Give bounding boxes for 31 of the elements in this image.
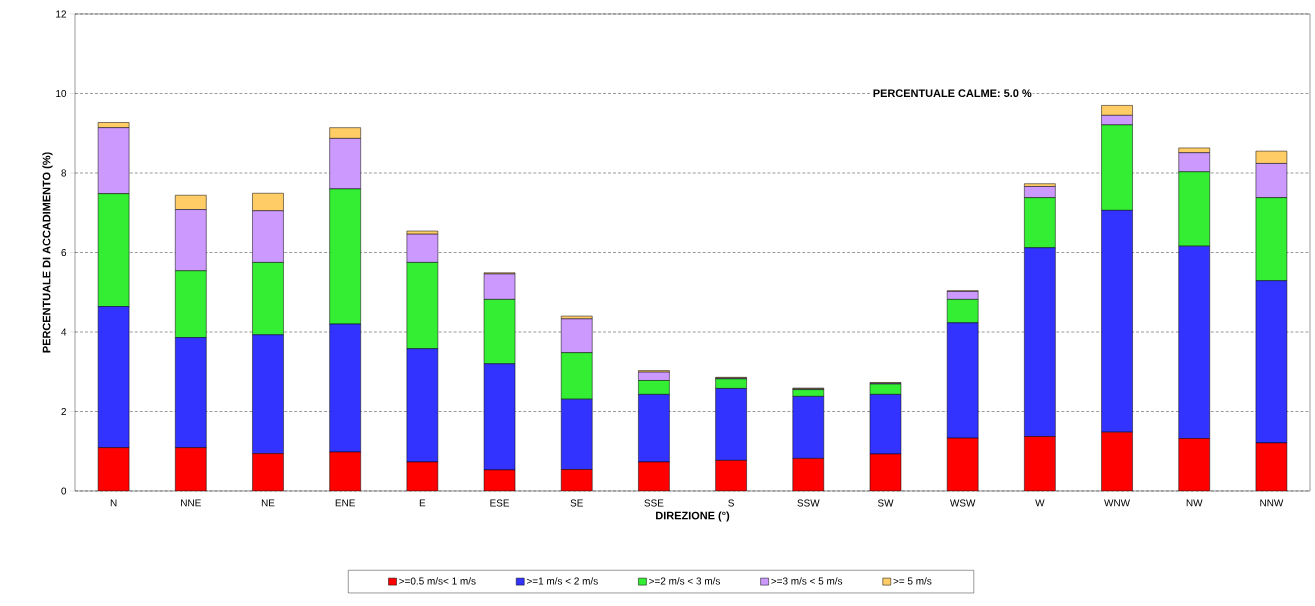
x-tick-label: N — [110, 499, 117, 507]
x-tick-label: ESE — [490, 499, 510, 507]
legend-label: >=0.5 m/s< 1 m/s — [399, 577, 476, 585]
legend-label: >= 5 m/s — [893, 577, 932, 585]
x-tick-label: SE — [570, 499, 583, 507]
y-tick-label: 8 — [61, 169, 67, 177]
x-tick-label: S — [728, 499, 734, 507]
x-tick-label: NE — [261, 499, 275, 507]
x-tick-label: ENE — [335, 499, 355, 507]
x-tick-label: NNE — [181, 499, 201, 507]
y-tick-label: 2 — [61, 408, 66, 415]
y-tick-label: 10 — [56, 89, 67, 98]
x-axis-title: DIREZIONE (°) — [656, 511, 730, 522]
x-tick-label: SSE — [644, 499, 664, 507]
legend-label: >=2 m/s < 3 m/s — [649, 577, 721, 585]
x-tick-label: W — [1035, 499, 1045, 507]
x-tick-label: WSW — [949, 499, 976, 507]
y-tick-label: 4 — [61, 328, 67, 336]
legend-label: >=3 m/s < 5 m/s — [771, 577, 843, 585]
y-axis-title: PERCENTUALE DI ACCADIMENTO (%) — [42, 152, 53, 353]
x-tick-label: E — [419, 499, 426, 507]
x-tick-label: SSW — [797, 499, 820, 507]
y-tick-label: 6 — [61, 248, 67, 257]
x-tick-label: NW — [1186, 499, 1203, 507]
y-tick-label: 12 — [56, 10, 66, 18]
x-tick-label: WNW — [1104, 499, 1131, 507]
legend-label: >=1 m/s < 2 m/s — [526, 577, 598, 585]
x-tick-label: SW — [877, 499, 894, 507]
x-tick-label: NNW — [1260, 499, 1284, 507]
y-tick-label: 0 — [61, 487, 67, 495]
annotation: PERCENTUALE CALME: 5.0 % — [873, 89, 1032, 98]
